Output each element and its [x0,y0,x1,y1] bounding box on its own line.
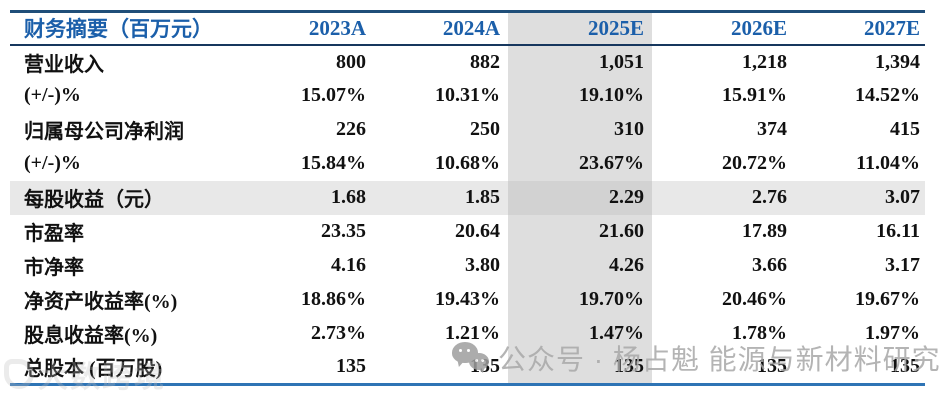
cell-value: 310 [508,112,652,147]
cell-value: 21.60 [508,214,652,249]
table-row-roe: 净资产收益率(%) 18.86% 19.43% 19.70% 20.46% 19… [10,282,925,317]
cell-value: 1.21% [445,322,500,344]
cell-value: 1.97% [865,322,920,344]
cell-value: 135 [890,355,920,378]
cell-value: 2.73% [311,322,366,344]
row-label: 总股本 (百万股) [24,358,163,381]
row-label: 市盈率 [24,223,84,245]
row-label: 营业收入 [24,53,104,76]
cell-value: 19.67% [855,288,920,310]
financial-table: 财务摘要（百万元） 2023A 2024A 2025E 2026E 2027E … [10,10,925,386]
table-row-revenue-growth: (+/-)% 15.07% 10.31% 19.10% 15.91% 14.52… [10,78,925,113]
table-row-net-profit: 归属母公司净利润 226 250 310 374 415 [10,112,925,147]
cell-value: 14.52% [855,84,920,106]
table-row-profit-growth: (+/-)% 15.84% 10.68% 23.67% 20.72% 11.04… [10,146,925,181]
table-row-pb: 市净率 4.16 3.80 4.26 3.66 3.17 [10,248,925,283]
cell-value: 17.89 [742,220,787,242]
row-label: (+/-)% [24,152,81,174]
cell-value: 882 [470,50,500,73]
col-header-2027e: 2027E [795,11,925,46]
row-label: 归属母公司净利润 [24,121,184,143]
cell-value: 1,218 [742,50,787,73]
col-header-2024a: 2024A [374,11,508,46]
cell-value: 15.84% [301,152,366,174]
cell-value: 18.86% [301,288,366,310]
cell-value: 1.78% [732,322,787,344]
cell-value: 4.26 [508,248,652,283]
col-header-2025e: 2025E [508,11,652,46]
cell-value: 20.72% [722,152,787,174]
financial-summary-table: 财务摘要（百万元） 2023A 2024A 2025E 2026E 2027E … [10,10,925,386]
cell-value: 800 [336,50,366,73]
cell-value: 10.68% [435,152,500,174]
cell-value: 1.47% [508,316,652,351]
table-title: 财务摘要（百万元） [10,11,250,46]
row-label: 股息收益率(%) [24,325,158,347]
cell-value: 23.67% [508,146,652,181]
cell-value: 10.31% [435,84,500,106]
cell-value: 2.76 [652,180,795,215]
table-row-revenue: 营业收入 800 882 1,051 1,218 1,394 [10,44,925,79]
cell-value: 135 [470,355,500,378]
cell-value: 135 [508,350,652,385]
cell-value: 1.68 [250,180,374,215]
cell-value: 19.10% [508,78,652,113]
cell-value: 3.07 [795,180,925,215]
cell-value: 226 [336,118,366,140]
cell-value: 15.07% [301,84,366,106]
cell-value: 16.11 [876,220,920,242]
table-row-total-shares: 总股本 (百万股) 135 135 135 135 135 [10,350,925,385]
cell-value: 135 [757,355,787,378]
cell-value: 1,051 [508,44,652,79]
cell-value: 135 [336,355,366,378]
cell-value: 3.80 [465,254,500,276]
row-label: (+/-)% [24,84,81,106]
cell-value: 415 [890,118,920,140]
cell-value: 250 [470,118,500,140]
col-header-2026e: 2026E [652,11,795,46]
row-label: 每股收益（元） [10,180,250,215]
row-label: 净资产收益率(%) [24,291,178,313]
cell-value: 15.91% [722,84,787,106]
cell-value: 19.43% [435,288,500,310]
cell-value: 3.66 [752,254,787,276]
cell-value: 1,394 [875,50,920,73]
table-row-pe: 市盈率 23.35 20.64 21.60 17.89 16.11 [10,214,925,249]
cell-value: 20.64 [455,220,500,242]
cell-value: 19.70% [508,282,652,317]
row-label: 市净率 [24,257,84,279]
table-row-dividend-yield: 股息收益率(%) 2.73% 1.21% 1.47% 1.78% 1.97% [10,316,925,351]
cell-value: 23.35 [321,220,366,242]
cell-value: 20.46% [722,288,787,310]
cell-value: 3.17 [885,254,920,276]
cell-value: 374 [757,118,787,140]
cell-value: 1.85 [374,180,508,215]
cell-value: 2.29 [508,180,652,215]
cell-value: 4.16 [331,254,366,276]
header-row: 财务摘要（百万元） 2023A 2024A 2025E 2026E 2027E [10,11,925,46]
col-header-2023a: 2023A [250,11,374,46]
table-row-eps: 每股收益（元） 1.68 1.85 2.29 2.76 3.07 [10,180,925,215]
cell-value: 11.04% [856,152,920,174]
